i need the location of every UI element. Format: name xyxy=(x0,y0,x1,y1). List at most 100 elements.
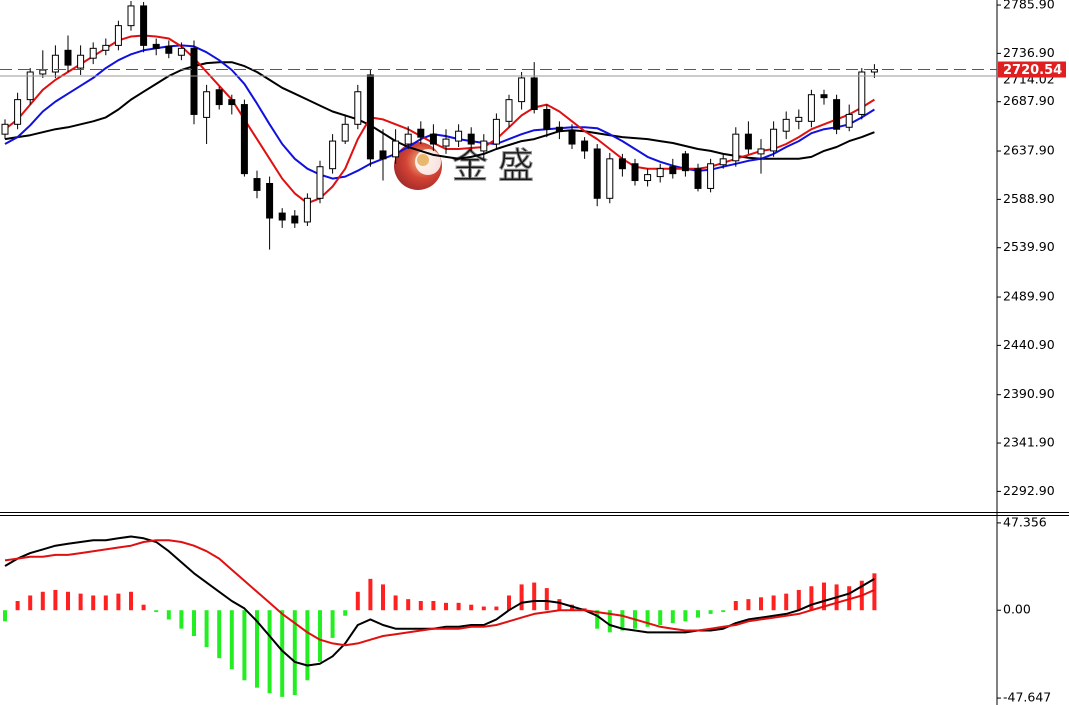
candle-body xyxy=(51,54,59,73)
y-tick-label: 2785.90 xyxy=(1003,0,1055,12)
histogram-bar xyxy=(154,610,159,613)
histogram-bar xyxy=(141,604,146,611)
histogram-bar xyxy=(544,588,549,611)
candle-body xyxy=(240,104,248,175)
histogram-bar xyxy=(494,606,499,611)
candle-body xyxy=(656,168,664,178)
histogram-bar xyxy=(381,584,385,611)
price-tag xyxy=(998,61,1066,78)
histogram-bar xyxy=(78,593,83,611)
candle-body xyxy=(631,163,639,182)
candle-body xyxy=(177,47,185,56)
candle-body xyxy=(518,77,526,103)
indicator-line xyxy=(4,539,875,647)
y-tick-label: 2588.90 xyxy=(1003,191,1055,206)
histogram-bar xyxy=(91,595,96,611)
histogram-bar xyxy=(255,610,259,688)
y-tick-label: 2341.90 xyxy=(1003,435,1055,450)
candle-body xyxy=(820,94,828,99)
candle-body xyxy=(404,133,412,145)
histogram-bar xyxy=(166,610,171,620)
indicator-line xyxy=(4,34,875,205)
histogram-bar xyxy=(519,584,524,611)
candle-body xyxy=(669,166,677,175)
histogram-bar xyxy=(355,591,360,611)
histogram-bar xyxy=(809,586,814,611)
histogram-bar xyxy=(645,610,650,627)
histogram-bar xyxy=(595,610,600,629)
histogram-bar xyxy=(267,610,272,694)
histogram-bar xyxy=(481,606,486,611)
candle-body xyxy=(795,116,803,122)
candle-body xyxy=(732,133,740,162)
candle-body xyxy=(329,140,337,170)
watermark-logo xyxy=(417,154,429,166)
candle-body xyxy=(694,168,702,189)
histogram-bar xyxy=(620,610,625,631)
histogram-bar xyxy=(217,610,222,659)
candle-body xyxy=(366,74,374,160)
histogram-bar xyxy=(66,591,70,611)
candle-body xyxy=(215,89,223,106)
candle-body xyxy=(644,174,652,182)
watermark-text: 金盛 xyxy=(452,146,544,187)
candle-body xyxy=(1,123,9,135)
indicator-line xyxy=(4,61,875,160)
candle-body xyxy=(39,69,47,75)
candle-body xyxy=(77,54,85,69)
candle-body xyxy=(555,126,563,132)
candle-body xyxy=(89,47,97,59)
candle-body xyxy=(26,71,34,101)
candle-body xyxy=(606,158,614,199)
candle-body xyxy=(681,153,689,172)
candle-body xyxy=(278,212,286,221)
candle-body xyxy=(429,133,437,145)
histogram-bar xyxy=(393,595,398,611)
candle-body xyxy=(782,118,790,132)
histogram-bar xyxy=(305,610,310,681)
watermark: 金盛 xyxy=(394,142,544,190)
candle-body xyxy=(354,91,362,125)
candle-body xyxy=(127,5,135,27)
histogram-bar xyxy=(557,599,562,611)
candle-body xyxy=(719,158,727,166)
y-tick-label: 47.356 xyxy=(1003,514,1047,529)
candle-body xyxy=(858,71,866,115)
histogram-bar xyxy=(418,601,423,611)
histogram-bar xyxy=(368,578,373,611)
histogram-bar xyxy=(3,610,7,622)
histogram-bar xyxy=(129,591,133,611)
histogram-bar xyxy=(103,595,108,611)
histogram-bar xyxy=(708,610,713,614)
y-tick-label: 2736.90 xyxy=(1003,45,1055,60)
candle-body xyxy=(543,109,551,130)
histogram-bar xyxy=(15,601,20,611)
candle-body xyxy=(114,25,122,46)
histogram-bar xyxy=(179,610,184,629)
y-tick-label: 2440.90 xyxy=(1003,337,1055,352)
candle-body xyxy=(505,99,513,122)
histogram-bar xyxy=(406,599,411,611)
candle-body xyxy=(492,118,500,145)
candle-body xyxy=(140,5,148,46)
histogram-bar xyxy=(330,610,335,638)
candle-body xyxy=(770,128,778,152)
candle-body xyxy=(744,133,752,150)
candle-body xyxy=(190,47,198,115)
candle-body xyxy=(102,44,110,51)
candle-body xyxy=(417,128,425,138)
candle-body xyxy=(341,123,349,142)
candle-body xyxy=(152,43,160,49)
candle-body xyxy=(581,140,589,152)
histogram-bar xyxy=(469,604,474,611)
histogram-bar xyxy=(532,582,537,611)
histogram-bar xyxy=(507,595,511,611)
candle-body xyxy=(833,99,841,130)
candle-body xyxy=(291,215,299,224)
candle-body xyxy=(165,45,173,54)
candle-body xyxy=(530,77,538,111)
candle-body xyxy=(266,182,274,219)
candle-body xyxy=(303,197,311,223)
